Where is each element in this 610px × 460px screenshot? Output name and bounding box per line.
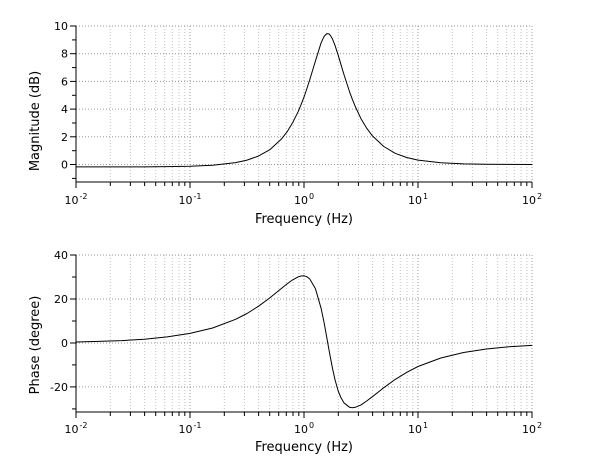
x-tick-label: 10-1 <box>179 192 202 207</box>
x-tick-label: 101 <box>408 192 428 207</box>
y-tick-label: 10 <box>54 20 68 33</box>
magnitude-db-curve <box>75 33 533 168</box>
axes-frame <box>75 255 532 413</box>
y-tick-label: 8 <box>61 48 68 61</box>
x-tick-label: 100 <box>294 421 314 436</box>
phase-deg-curve <box>75 275 533 409</box>
axes-frame <box>75 26 532 183</box>
magnitude-plot-content: 0 2 4 6 8 10 10-2 10-1 100 101 102 <box>54 20 542 207</box>
x-tick-label: 10-2 <box>65 192 88 207</box>
y-tick-label: 0 <box>61 337 68 350</box>
x-tick-label: 102 <box>522 192 542 207</box>
x-tick-label: 101 <box>408 421 428 436</box>
y-tick-label: 4 <box>61 103 68 116</box>
x-tick-label: 10-1 <box>179 421 202 436</box>
phase-plot-content: -20 0 20 40 10-2 10-1 100 101 102 <box>50 249 542 436</box>
x-tick-label: 100 <box>294 192 314 207</box>
x-tick-label: 10-2 <box>65 421 88 436</box>
magnitude-y-axis-title: Magnitude (dB) <box>28 71 43 171</box>
y-tick-label: 2 <box>61 131 68 144</box>
y-tick-label: 20 <box>54 293 68 306</box>
y-tick-label: 6 <box>61 75 68 88</box>
y-tick-label: 40 <box>54 249 68 262</box>
phase-y-axis-title: Phase (degree) <box>28 296 43 395</box>
x-tick-label: 102 <box>522 421 542 436</box>
phase-plot: -20 0 20 40 10-2 10-1 100 101 102 Phase (degree)… <box>28 249 542 455</box>
y-tick-label: -20 <box>50 381 68 394</box>
y-tick-label: 0 <box>61 159 68 172</box>
magnitude-x-axis-title: Frequency (Hz) <box>255 212 353 227</box>
phase-x-axis-title: Frequency (Hz) <box>255 440 353 455</box>
